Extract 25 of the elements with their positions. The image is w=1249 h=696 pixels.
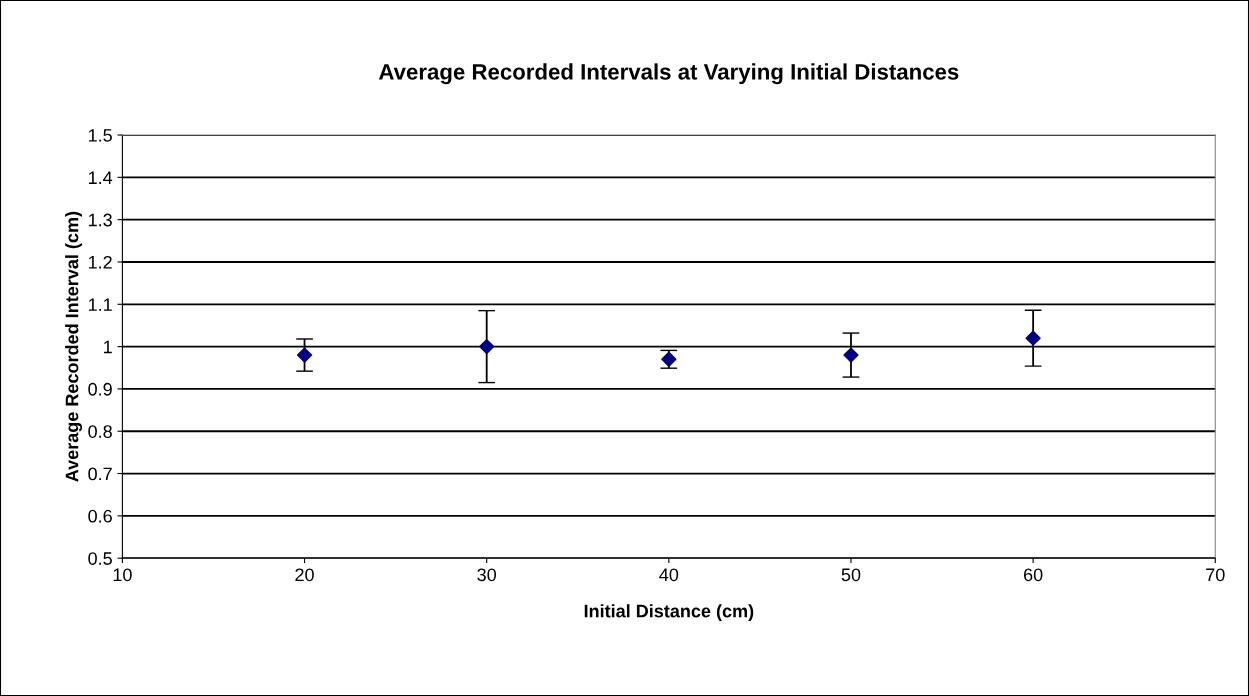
y-axis-title: Average Recorded Interval (cm) [65, 211, 83, 482]
x-tick-label: 30 [477, 568, 497, 582]
y-tick-label: 1.3 [88, 213, 112, 227]
chart-title: Average Recorded Intervals at Varying Initial Distances [378, 63, 959, 85]
y-tick-label: 1.4 [88, 171, 113, 184]
x-tick-label: 10 [113, 568, 132, 582]
y-tick-label: 1.2 [88, 255, 112, 269]
x-tick-label: 60 [1024, 568, 1043, 582]
x-axis-title: Initial Distance (cm) [584, 604, 754, 622]
point [296, 347, 313, 363]
y-tick-label: 0.9 [88, 382, 112, 396]
y-tick-label: 0.7 [88, 467, 112, 481]
y-tick-label: 1 [104, 340, 112, 354]
point [479, 338, 495, 355]
y-tick-label: 1.1 [88, 298, 112, 311]
x-tick-label: 50 [841, 568, 861, 582]
y-tick-label: 0.8 [88, 425, 112, 438]
x-tick-label: 20 [295, 568, 314, 582]
x-tick-label: 70 [1206, 568, 1225, 582]
x-tick-label: 40 [659, 568, 679, 582]
point [1025, 330, 1041, 346]
y-tick-label: 0.6 [88, 509, 112, 523]
y-tick-label: 1.5 [88, 129, 112, 142]
y-tick-label: 0.5 [88, 552, 112, 565]
point [843, 347, 859, 363]
